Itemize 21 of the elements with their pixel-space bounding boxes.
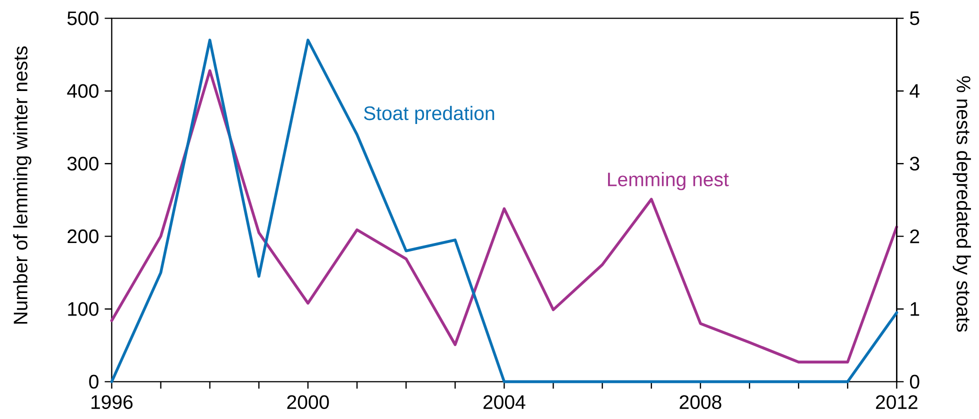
y2-axis-title: % nests depredated by stoats (952, 76, 971, 332)
x-tick-label: 2000 (287, 395, 329, 410)
y-tick-label: 500 (67, 11, 98, 26)
y2-tick-label: 1 (910, 302, 920, 316)
y-tick-label: 400 (67, 84, 98, 98)
series-label: Lemming nest (608, 172, 729, 190)
y-axis-title: Number of lemming winter nests (13, 46, 32, 324)
x-tick-label: 1996 (92, 395, 133, 410)
y2-tick-label: 3 (910, 156, 920, 171)
y-tick-label: 100 (68, 302, 98, 316)
y2-tick-label: 5 (910, 11, 920, 26)
x-tick-label: 2012 (876, 395, 918, 410)
y-tick-label: 300 (67, 156, 98, 171)
x-tick-label: 2008 (680, 395, 722, 410)
y2-tick-label: 4 (910, 84, 920, 98)
y-tick-label: 0 (89, 374, 98, 389)
x-tick-label: 2004 (484, 395, 526, 410)
y2-tick-label: 2 (910, 230, 920, 244)
series-label: Stoat predation (364, 106, 494, 124)
y-tick-label: 200 (68, 229, 98, 244)
y2-tick-label: 0 (910, 374, 920, 389)
